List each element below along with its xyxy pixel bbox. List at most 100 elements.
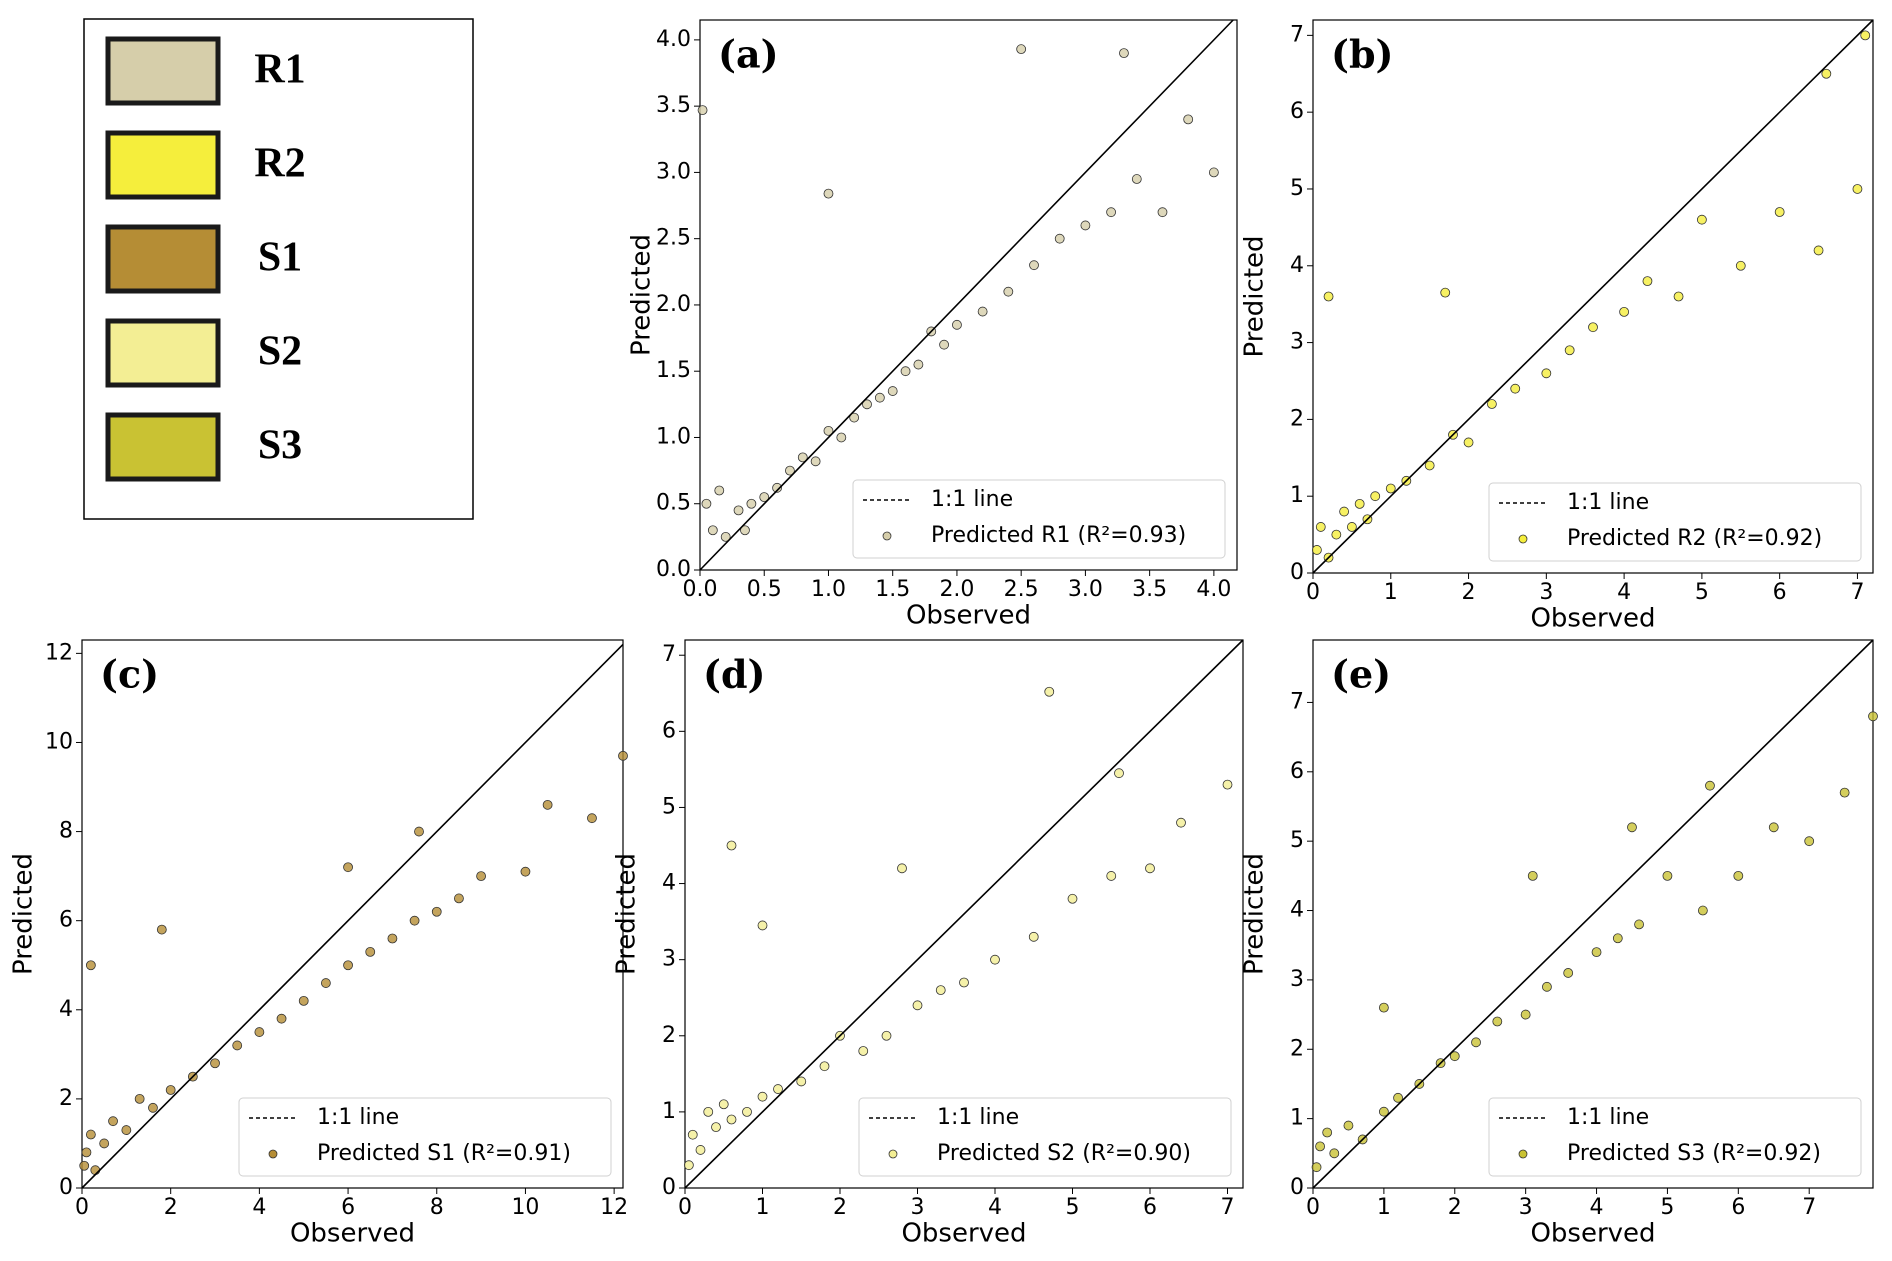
y-tick-label: 4 [59,997,73,1022]
scatter-point [165,1085,176,1095]
y-tick-label: 10 [45,729,73,754]
x-tick-label: 3 [911,1195,925,1220]
legend-marker [882,531,892,541]
scatter-point [156,924,167,935]
y-tick-label: 1 [662,1099,676,1124]
scatter-point [695,1145,706,1155]
scatter-point [757,920,768,931]
identity-line [81,643,624,1189]
scatter-point [1804,836,1815,847]
scatter-point [1642,276,1653,287]
x-tick-label: 4 [1590,1195,1604,1220]
y-tick-label: 5 [662,794,676,819]
scatter-point [714,485,725,496]
scatter-point [1520,1009,1531,1020]
scatter-point [1003,286,1014,297]
scatter-point [320,978,331,988]
y-tick-label: 0 [1290,1175,1304,1200]
legend-swatch [105,224,221,294]
x-tick-label: 6 [1143,1195,1157,1220]
scatter-point [697,105,708,116]
scatter-point [849,412,860,423]
y-axis-label: Predicted [612,853,642,975]
x-tick-label: 3.0 [1068,577,1103,602]
legend-entry: Predicted R2 (R²=0.92) [1567,526,1822,551]
scatter-point [387,933,398,944]
y-tick-label: 2 [1290,1036,1304,1061]
legend-swatch [105,36,221,106]
scatter-point [1868,711,1878,722]
scatter-point [1563,968,1574,978]
y-tick-label: 7 [662,642,676,667]
y-tick-label: 2 [1290,406,1304,431]
y-tick-label: 1 [1290,483,1304,508]
x-tick-label: 8 [430,1195,444,1220]
y-tick-label: 6 [662,718,676,743]
y-tick-label: 3.5 [656,93,691,118]
scatter-point [1393,1092,1403,1103]
scatter-point [1696,214,1707,225]
scatter-point [409,915,420,926]
scatter-point [959,977,969,988]
scatter-point [1323,291,1334,302]
scatter-point [1311,1162,1322,1173]
scatter-point [79,1160,90,1171]
scatter-point [742,1106,752,1117]
scatter-point [1080,220,1091,231]
scatter-point [1106,207,1117,218]
x-tick-label: 2 [164,1195,178,1220]
scatter-point [1183,114,1194,125]
scatter-point [718,1099,729,1110]
legend-entry: Predicted S2 (R²=0.90) [937,1141,1191,1166]
y-tick-label: 0 [59,1175,73,1200]
scatter-point [1157,207,1168,218]
scatter-point [520,866,531,877]
scatter-point [134,1093,145,1104]
scatter-point [1821,68,1832,79]
x-tick-label: 1 [1384,580,1398,605]
scatter-point [1449,1051,1460,1062]
y-tick-label: 4 [1290,898,1304,923]
scatter-point [912,1000,923,1011]
scatter-point [1492,1016,1503,1027]
y-tick-label: 8 [59,819,73,844]
x-tick-label: 7 [1850,580,1864,605]
x-tick-label: 7 [1802,1195,1816,1220]
x-tick-label: 6 [1731,1195,1745,1220]
y-tick-label: 0 [662,1175,676,1200]
scatter-point [703,1106,714,1117]
scatter-point [858,1046,869,1056]
scatter-point [1564,345,1575,356]
x-tick-label: 3 [1519,1195,1533,1220]
x-tick-label: 2.5 [1004,577,1039,602]
x-tick-label: 5 [1660,1195,1674,1220]
x-tick-label: 0 [1306,1195,1320,1220]
y-tick-label: 4.0 [656,27,691,52]
scatter-point [276,1013,287,1024]
scatter-point [1311,545,1322,555]
scatter-point [1471,1037,1481,1048]
scatter-point [1131,174,1142,184]
scatter-point [757,1091,768,1102]
legend-frame [852,479,1226,559]
scatter-point [1662,870,1673,881]
scatter-point [823,188,834,199]
legend-frame [1488,482,1862,562]
scatter-point [1054,233,1065,244]
y-axis-label: Predicted [1240,235,1270,357]
legend-marker [888,1149,898,1159]
x-tick-label: 1 [756,1195,770,1220]
scatter-point [1315,1141,1325,1152]
x-axis-label: Observed [290,1219,415,1249]
scatter-point [1673,291,1684,302]
x-tick-label: 2 [1462,580,1476,605]
y-tick-label: 0.5 [656,491,691,516]
scatter-point [343,862,353,873]
scatter-point [740,525,750,536]
scatter-point [1339,506,1350,517]
y-tick-label: 0.0 [656,557,691,582]
scatter-point [343,960,353,971]
y-tick-label: 7 [1290,689,1304,714]
scatter-point [1627,822,1637,833]
scatter-point [1343,1120,1354,1131]
